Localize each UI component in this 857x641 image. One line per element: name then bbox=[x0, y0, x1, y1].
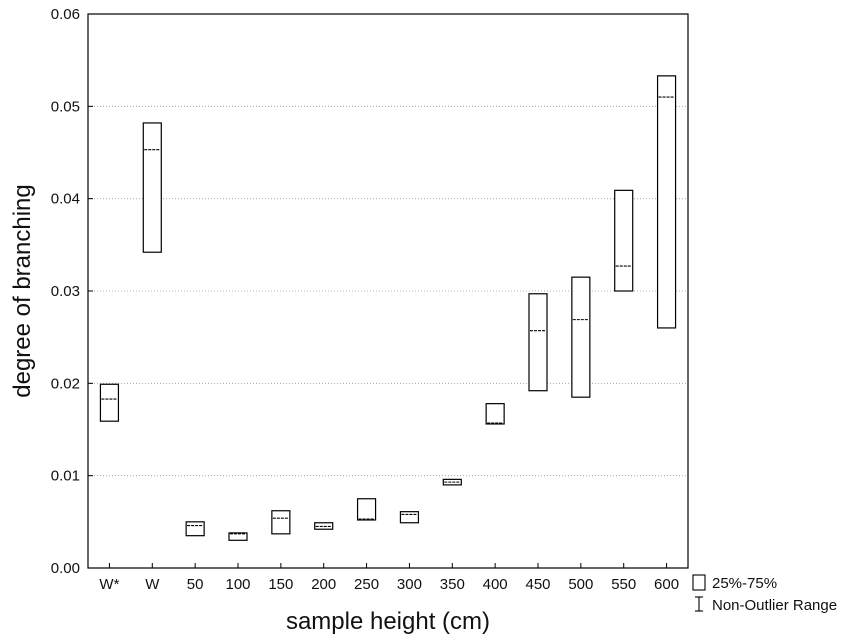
box-iqr bbox=[228, 532, 248, 541]
box-iqr bbox=[142, 122, 162, 253]
legend: 25%-75% Non-Outlier Range bbox=[692, 574, 837, 614]
box-iqr bbox=[656, 75, 677, 329]
y-tick-label: 0.04 bbox=[51, 191, 80, 208]
legend-range-icon bbox=[695, 596, 703, 612]
legend-label-iqr: 25%-75% bbox=[712, 575, 777, 592]
y-tick-label: 0.00 bbox=[51, 560, 80, 577]
x-tick-label: 450 bbox=[525, 576, 550, 593]
box-iqr bbox=[399, 511, 420, 524]
x-tick-label: W* bbox=[99, 576, 119, 593]
x-tick-label: 350 bbox=[440, 576, 465, 593]
y-tick-label: 0.06 bbox=[51, 6, 80, 23]
y-tick-label: 0.02 bbox=[51, 375, 80, 392]
boxes-layer bbox=[99, 75, 677, 541]
x-tick-label: 550 bbox=[611, 576, 636, 593]
x-tick-label: 150 bbox=[268, 576, 293, 593]
box-iqr bbox=[99, 383, 120, 422]
x-tick-label: 600 bbox=[654, 576, 679, 593]
x-axis: W* W 50 100 150 200 250 300 350 400 450 500 550 600 bbox=[99, 563, 679, 593]
x-tick-label: 250 bbox=[354, 576, 379, 593]
x-tick-label: 500 bbox=[568, 576, 593, 593]
box-iqr bbox=[614, 189, 634, 292]
x-tick-label: 200 bbox=[311, 576, 336, 593]
legend-box-icon bbox=[692, 574, 706, 591]
gridlines bbox=[88, 105, 688, 477]
y-tick-label: 0.05 bbox=[51, 98, 80, 115]
x-axis-title: sample height (cm) bbox=[286, 608, 490, 635]
x-tick-label: 100 bbox=[225, 576, 250, 593]
box-iqr bbox=[185, 521, 205, 537]
y-axis: 0.00 0.01 0.02 0.03 0.04 0.05 0.06 bbox=[51, 6, 93, 577]
y-tick-label: 0.01 bbox=[51, 468, 80, 485]
y-axis-title: degree of branching bbox=[9, 184, 36, 398]
x-tick-label: 50 bbox=[187, 576, 204, 593]
box-iqr bbox=[528, 293, 548, 392]
box-iqr bbox=[271, 510, 291, 535]
legend-label-range: Non-Outlier Range bbox=[712, 597, 837, 614]
y-tick-label: 0.03 bbox=[51, 283, 80, 300]
x-tick-label: 400 bbox=[483, 576, 508, 593]
x-tick-label: W bbox=[145, 576, 160, 593]
box-iqr bbox=[356, 498, 377, 521]
box-iqr bbox=[485, 403, 505, 425]
box-iqr bbox=[571, 276, 591, 398]
x-tick-label: 300 bbox=[397, 576, 422, 593]
